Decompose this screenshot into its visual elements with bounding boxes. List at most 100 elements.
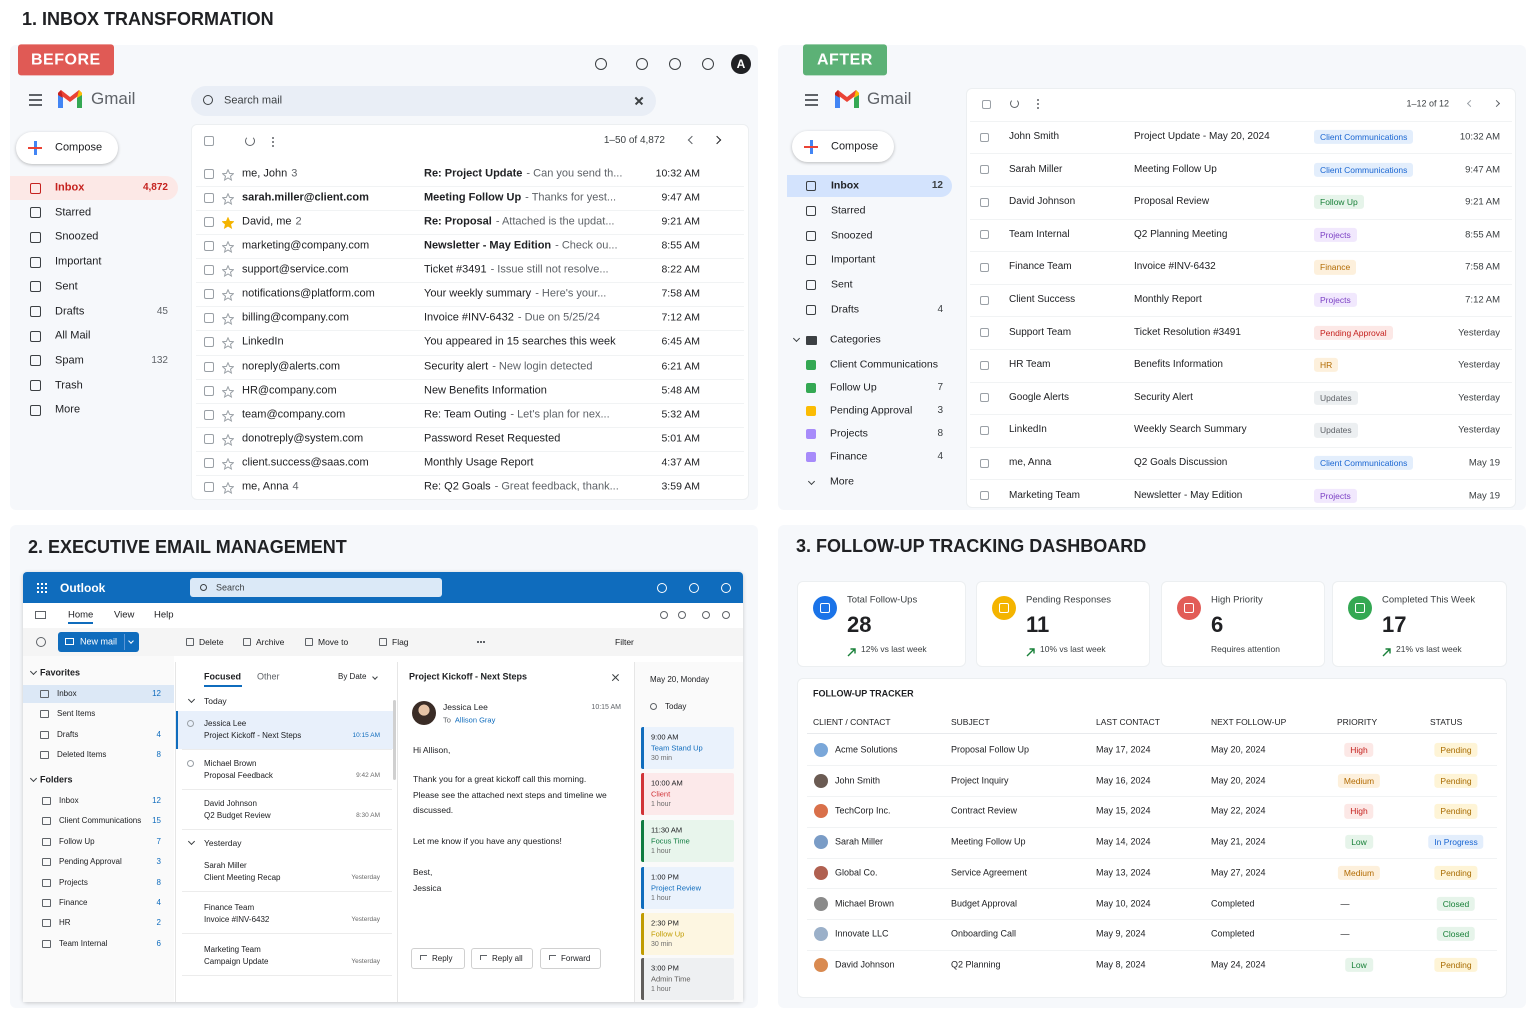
checkbox[interactable]: [204, 409, 214, 420]
checkbox[interactable]: [204, 217, 214, 228]
action-label[interactable]: Archive: [256, 636, 285, 647]
folder-label[interactable]: Inbox: [59, 796, 79, 806]
star: [221, 264, 235, 278]
checkbox[interactable]: [980, 328, 989, 338]
folder-label[interactable]: Drafts: [57, 730, 79, 739]
folder-label[interactable]: Sent Items: [57, 709, 96, 719]
checkbox[interactable]: [204, 361, 214, 372]
calendar-event[interactable]: [641, 913, 734, 955]
checkbox[interactable]: [204, 241, 214, 252]
nav-label[interactable]: Snoozed: [831, 229, 873, 242]
checkbox[interactable]: [980, 197, 989, 207]
nav-label[interactable]: Snoozed: [55, 230, 99, 243]
ribbon-tab[interactable]: Help: [154, 609, 174, 621]
category-label[interactable]: Finance: [830, 450, 868, 463]
toolbar-icon[interactable]: [702, 58, 714, 70]
toolbar-icon[interactable]: [636, 58, 648, 70]
nav-label[interactable]: Trash: [55, 379, 83, 391]
calendar-event[interactable]: [641, 773, 734, 815]
new-mail-button[interactable]: [58, 632, 139, 652]
nav-label[interactable]: More: [55, 403, 81, 416]
nav-label[interactable]: Inbox: [55, 181, 85, 194]
category-label[interactable]: Client Communications: [830, 358, 938, 371]
category-label[interactable]: Follow Up: [830, 381, 877, 394]
sort-label[interactable]: By Date: [338, 672, 367, 682]
checkbox[interactable]: [980, 458, 989, 468]
list-tab[interactable]: Other: [257, 671, 280, 682]
nav-label[interactable]: Sent: [831, 278, 853, 291]
folder-label[interactable]: Team Internal: [59, 939, 108, 948]
folder-label[interactable]: Deleted Items: [57, 750, 107, 760]
checkbox[interactable]: [204, 433, 214, 444]
checkbox[interactable]: [204, 136, 214, 146]
checkbox[interactable]: [204, 457, 214, 468]
reply-button[interactable]: [471, 948, 533, 969]
nav-label[interactable]: Sent: [55, 280, 78, 293]
title-icon[interactable]: [721, 583, 731, 593]
folder-label[interactable]: Finance: [59, 898, 88, 908]
refresh-icon[interactable]: [245, 136, 255, 146]
nav-label[interactable]: Important: [55, 255, 102, 268]
reply-button[interactable]: [540, 948, 601, 969]
checkbox[interactable]: [204, 193, 214, 204]
checkbox[interactable]: [980, 230, 989, 240]
refresh-icon[interactable]: [1010, 99, 1019, 108]
checkbox[interactable]: [982, 99, 991, 109]
more-label[interactable]: More: [830, 475, 854, 488]
checkbox[interactable]: [980, 491, 989, 501]
checkbox[interactable]: [204, 313, 214, 324]
checkbox[interactable]: [980, 360, 989, 370]
calendar-event[interactable]: [641, 867, 734, 909]
list-tab[interactable]: Focused: [204, 671, 242, 682]
folder-label[interactable]: HR: [59, 918, 71, 928]
checkbox[interactable]: [980, 132, 989, 142]
checkbox[interactable]: [204, 385, 214, 396]
checkbox[interactable]: [204, 289, 214, 300]
title-icon[interactable]: [689, 583, 699, 593]
action-label[interactable]: Move to: [318, 636, 349, 647]
category-label[interactable]: Projects: [830, 427, 868, 440]
nav-label[interactable]: Starred: [55, 206, 92, 219]
checkbox[interactable]: [980, 295, 989, 305]
nav-label[interactable]: Inbox: [831, 179, 859, 192]
folder-label[interactable]: Pending Approval: [59, 857, 122, 867]
checkbox[interactable]: [980, 425, 989, 435]
toolbar-icon[interactable]: [669, 58, 681, 70]
checkbox[interactable]: [204, 265, 214, 276]
title-icon[interactable]: [657, 583, 667, 593]
nav-label[interactable]: Starred: [831, 204, 866, 217]
email-sender: billing@company.com: [242, 312, 349, 325]
nav-label[interactable]: Spam: [55, 354, 84, 367]
checkbox[interactable]: [204, 481, 214, 492]
folder-label[interactable]: Client Communications: [59, 816, 142, 826]
checkbox[interactable]: [980, 393, 989, 403]
checkbox[interactable]: [980, 262, 989, 272]
reply-button[interactable]: [411, 948, 465, 969]
contact-avatar: [814, 927, 828, 942]
nav-label[interactable]: Drafts: [831, 303, 860, 316]
section-title: 1. INBOX TRANSFORMATION: [22, 9, 274, 30]
more-dot: [480, 641, 482, 643]
more-dot: [272, 137, 274, 139]
ribbon-tab[interactable]: View: [114, 609, 135, 621]
category-label[interactable]: Pending Approval: [830, 404, 913, 417]
toolbar-icon[interactable]: [595, 58, 607, 70]
filter-label[interactable]: Filter: [615, 636, 634, 647]
email-sender: Marketing Team: [1009, 489, 1080, 501]
calendar-event[interactable]: [641, 727, 734, 769]
nav-label[interactable]: All Mail: [55, 329, 91, 342]
nav-label[interactable]: Important: [831, 254, 876, 267]
ribbon-tab[interactable]: Home: [68, 609, 94, 621]
action-label[interactable]: Delete: [199, 636, 224, 647]
folder-label[interactable]: Inbox: [57, 689, 77, 699]
message-time: Yesterday: [351, 916, 380, 924]
nav-label[interactable]: Drafts: [55, 304, 85, 317]
calendar-event[interactable]: [641, 958, 734, 1000]
checkbox[interactable]: [204, 169, 214, 179]
checkbox[interactable]: [204, 337, 214, 348]
calendar-event[interactable]: [641, 820, 734, 862]
folder-label[interactable]: Projects: [59, 877, 88, 887]
folder-label[interactable]: Follow Up: [59, 837, 95, 846]
action-label[interactable]: Flag: [392, 636, 409, 647]
checkbox[interactable]: [980, 165, 989, 175]
